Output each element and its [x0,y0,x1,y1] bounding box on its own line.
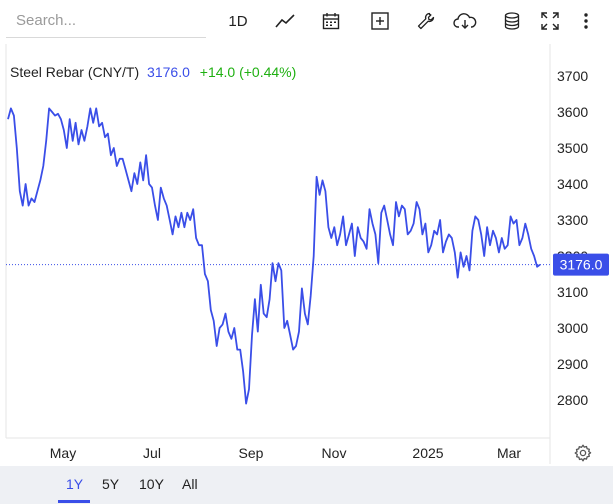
more-icon [584,13,588,29]
data-button[interactable] [502,8,522,34]
y-tick-label: 2800 [557,392,588,408]
y-axis-ticks: 2800290030003100320033003400350036003700 [557,68,588,408]
range-button-1y[interactable]: 1Y [66,476,84,492]
y-tick-label: 3600 [557,104,588,120]
y-tick-label: 3000 [557,320,588,336]
y-tick-label: 3100 [557,284,588,300]
fullscreen-icon [541,12,559,30]
add-indicator-button[interactable] [369,8,391,34]
range-button-5y[interactable]: 5Y [102,476,120,492]
y-tick-label: 3400 [557,176,588,192]
y-tick-label: 3700 [557,68,588,84]
chart-settings-button[interactable] [574,444,592,467]
range-selector: 1Y 5Y 10Y All [0,466,613,504]
fullscreen-button[interactable] [540,8,560,34]
last-price-tag: 3176.0 [553,253,609,276]
add-indicator-icon [371,12,389,30]
settings-tools-button[interactable] [415,8,437,34]
price-change: +14.0 (+0.44%) [199,64,297,80]
y-tick-label: 3300 [557,212,588,228]
x-tick-label: 2025 [412,445,443,461]
cloud-download-icon [453,13,477,29]
date-range-button[interactable] [320,8,342,34]
gear-icon [574,444,592,462]
search-input[interactable] [6,6,206,29]
y-tick-label: 3500 [557,140,588,156]
last-price: 3176.0 [147,64,190,80]
x-tick-label: Jul [143,445,161,461]
instrument-name: Steel Rebar (CNY/T) [10,64,140,80]
calendar-icon [322,13,340,30]
range-button-all[interactable]: All [182,476,198,492]
line-chart-icon [275,14,295,28]
x-axis-ticks: May Jul Sep Nov 2025 Mar [50,445,522,461]
last-price-tag-label: 3176.0 [560,257,603,273]
more-button[interactable] [580,8,592,34]
price-series-line [7,107,541,405]
x-tick-label: May [50,445,76,461]
x-tick-label: Nov [322,445,347,461]
range-button-10y[interactable]: 10Y [139,476,164,492]
wrench-icon [417,12,435,30]
interval-label: 1D [228,12,248,30]
interval-button[interactable]: 1D [226,8,250,34]
last-price-tag-bg [553,253,609,276]
chart-type-button[interactable] [274,8,296,34]
quote-header: Steel Rebar (CNY/T) 3176.0 +14.0 (+0.44%… [10,64,296,80]
x-tick-label: Sep [239,445,264,461]
y-tick-label: 2900 [557,356,588,372]
download-button[interactable] [452,8,478,34]
active-range-indicator [58,500,90,503]
database-icon [504,12,520,30]
search-box[interactable] [6,6,206,38]
toolbar: 1D [0,0,613,44]
price-chart[interactable]: 2800290030003100320033003400350036003700… [0,44,613,464]
x-tick-label: Mar [497,445,521,461]
